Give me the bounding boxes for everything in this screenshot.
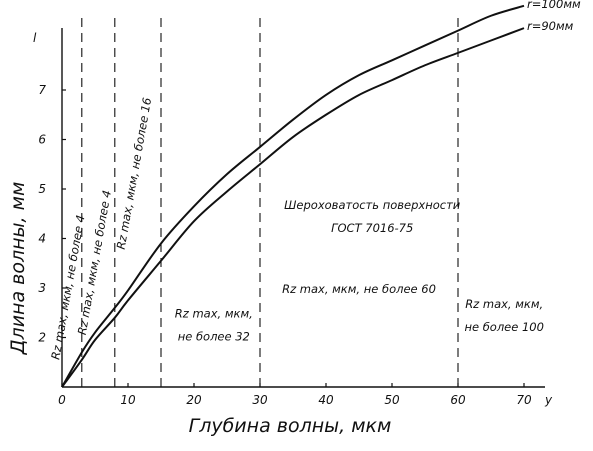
y-axis-title: Длина волны, мм <box>7 182 29 356</box>
x-tick-label: 20 <box>186 393 202 407</box>
x-tick-label: 30 <box>252 393 268 407</box>
x-tick-label: 60 <box>450 393 466 407</box>
y-tick-label: 4 <box>38 232 46 246</box>
y-tick-label: 3 <box>38 281 46 295</box>
x-tick-label: 50 <box>384 393 400 407</box>
region-label-line: ГОСТ 7016-75 <box>331 221 413 235</box>
roughness-regions: Rz max, мкм, не более 4Rz max, мкм, не б… <box>48 96 544 360</box>
curve-label: r=90мм <box>527 19 574 33</box>
ticks: 0 10 20 30 40 50 60 70 2 3 4 5 6 7 <box>38 83 532 407</box>
curves <box>61 4 525 388</box>
region-label: Rz max, мкм, не более 100 <box>464 297 543 334</box>
region-label: Rz max, мкм, не более 16 <box>114 96 154 250</box>
region-label-line: Rz max, мкм, <box>175 307 253 321</box>
region-label: Rz max, мкм, не более 60 <box>282 282 436 296</box>
region-label: Rz max, мкм, не более 4 <box>75 189 114 336</box>
y-tick-label: 6 <box>38 133 46 147</box>
region-label-line: Rz max, мкм, не более 60 <box>282 282 436 296</box>
region-label-line: не более 100 <box>464 320 543 334</box>
y-tick-label: 5 <box>38 182 46 196</box>
x-axis-symbol: y <box>544 393 553 407</box>
x-tick-label: 10 <box>120 393 136 407</box>
y-tick-label: 7 <box>38 83 46 97</box>
boundary-lines <box>81 14 459 387</box>
y-axis-symbol: l <box>33 31 37 45</box>
axes <box>61 28 545 388</box>
x-tick-label: 70 <box>516 393 532 407</box>
curve-labels: r=100мм r=90мм <box>527 0 581 33</box>
x-tick-label: 40 <box>318 393 334 407</box>
y-tick-label: 2 <box>38 331 46 345</box>
region-label: Rz max, мкм, не более 32 <box>175 307 253 344</box>
region-label-line: не более 32 <box>178 330 250 344</box>
region-label: Шероховатость поверхности ГОСТ 7016-75 <box>284 198 461 235</box>
curve-line <box>61 4 525 388</box>
region-label-line: Rz max, мкм, <box>465 297 543 311</box>
x-axis-title: Глубина волны, мкм <box>189 415 392 437</box>
curve-label: r=100мм <box>527 0 581 11</box>
curve-line <box>61 27 525 388</box>
x-tick-label: 0 <box>58 393 66 407</box>
region-label-line: Шероховатость поверхности <box>284 198 461 212</box>
